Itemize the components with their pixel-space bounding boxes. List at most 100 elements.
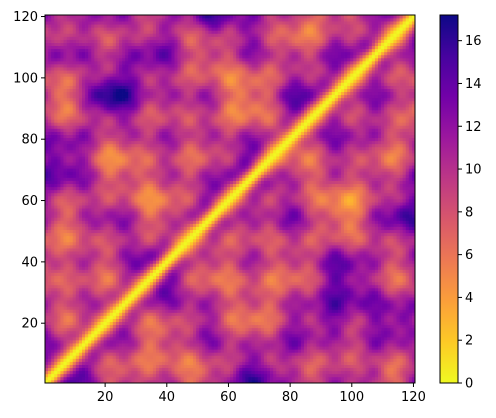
heatmap-cell (48, 269, 52, 273)
heatmap-cell (72, 107, 77, 111)
heatmap-cell (149, 297, 154, 301)
heatmap-cell (100, 168, 104, 172)
heatmap-cell (63, 186, 67, 191)
heatmap-cell (51, 330, 55, 335)
heatmap-cell (97, 312, 101, 316)
heatmap-cell (91, 275, 95, 280)
heatmap-cell (97, 358, 101, 362)
heatmap-cell (165, 300, 169, 304)
heatmap-cell (162, 64, 166, 68)
heatmap-cell (137, 33, 141, 37)
heatmap-cell (140, 340, 145, 344)
heatmap-cell (100, 79, 104, 83)
heatmap-cell (140, 61, 145, 65)
heatmap-cell (140, 149, 145, 154)
heatmap-cell (112, 355, 117, 359)
heatmap-cell (168, 337, 172, 341)
heatmap-cell (97, 263, 101, 267)
heatmap-cell (103, 107, 108, 111)
heatmap-cell (88, 376, 92, 381)
heatmap-cell (146, 214, 151, 218)
heatmap-cell (63, 229, 67, 234)
heatmap-cell (94, 205, 98, 209)
heatmap-cell (168, 61, 172, 65)
heatmap-cell (165, 355, 169, 359)
heatmap-cell (85, 27, 89, 31)
heatmap-cell (143, 159, 148, 163)
heatmap-cell (152, 361, 157, 365)
heatmap-cell (146, 300, 151, 304)
heatmap-cell (91, 168, 95, 172)
heatmap-cell (152, 79, 157, 83)
heatmap-cell (57, 263, 61, 267)
heatmap-cell (94, 235, 98, 240)
heatmap-cell (168, 24, 172, 28)
heatmap-cell (149, 156, 154, 160)
heatmap-cell (162, 266, 166, 270)
heatmap-cell (165, 131, 169, 135)
heatmap-cell (171, 260, 175, 264)
heatmap-cell (128, 149, 132, 154)
heatmap-cell (106, 241, 111, 246)
heatmap-cell (69, 355, 74, 359)
heatmap-cell (149, 70, 154, 74)
heatmap-cell (109, 143, 114, 148)
heatmap-cell (51, 226, 55, 231)
heatmap-cell (78, 18, 83, 22)
heatmap-cell (146, 137, 151, 142)
heatmap-cell (112, 113, 117, 117)
heatmap-cell (149, 33, 154, 37)
heatmap-cell (60, 143, 64, 148)
heatmap-cell (51, 195, 55, 200)
heatmap-cell (165, 358, 169, 362)
heatmap-cell (165, 278, 169, 283)
heatmap-cell (134, 358, 138, 362)
heatmap-cell (122, 281, 126, 286)
heatmap-cell (112, 85, 117, 89)
heatmap-cell (91, 343, 95, 347)
heatmap-cell (146, 248, 151, 252)
heatmap-cell (146, 85, 151, 89)
heatmap-cell (82, 263, 86, 267)
heatmap-cell (112, 153, 117, 157)
heatmap-cell (97, 364, 101, 369)
heatmap-cell (162, 229, 166, 234)
heatmap-cell (146, 263, 151, 267)
heatmap-cell (115, 70, 120, 74)
heatmap-cell (146, 134, 151, 139)
heatmap-cell (75, 309, 80, 313)
heatmap-cell (75, 168, 80, 172)
heatmap-cell (112, 67, 117, 71)
heatmap-cell (134, 149, 138, 154)
heatmap-cell (51, 346, 55, 350)
heatmap-cell (122, 312, 126, 316)
heatmap-cell (60, 260, 64, 264)
heatmap-cell (85, 70, 89, 74)
heatmap-cell (149, 30, 154, 34)
heatmap-cell (159, 103, 163, 108)
heatmap-cell (75, 291, 80, 295)
heatmap-cell (88, 263, 92, 267)
heatmap-cell (63, 202, 67, 206)
heatmap-cell (115, 165, 120, 169)
heatmap-cell (75, 192, 80, 197)
heatmap-cell (82, 97, 86, 102)
heatmap-cell (88, 294, 92, 298)
heatmap-cell (91, 287, 95, 292)
heatmap-cell (85, 73, 89, 77)
heatmap-cell (51, 358, 55, 362)
heatmap-cell (140, 294, 145, 298)
heatmap-cell (60, 199, 64, 203)
heatmap-cell (112, 208, 117, 212)
heatmap-cell (106, 149, 111, 154)
heatmap-cell (140, 67, 145, 71)
heatmap-cell (122, 315, 126, 319)
heatmap-cell (122, 67, 126, 71)
heatmap-cell (134, 186, 138, 191)
heatmap-cell (131, 88, 135, 93)
heatmap-cell (54, 85, 58, 89)
heatmap-cell (60, 183, 64, 188)
heatmap-cell (152, 51, 157, 56)
heatmap-cell (78, 297, 83, 301)
heatmap-cell (165, 183, 169, 188)
